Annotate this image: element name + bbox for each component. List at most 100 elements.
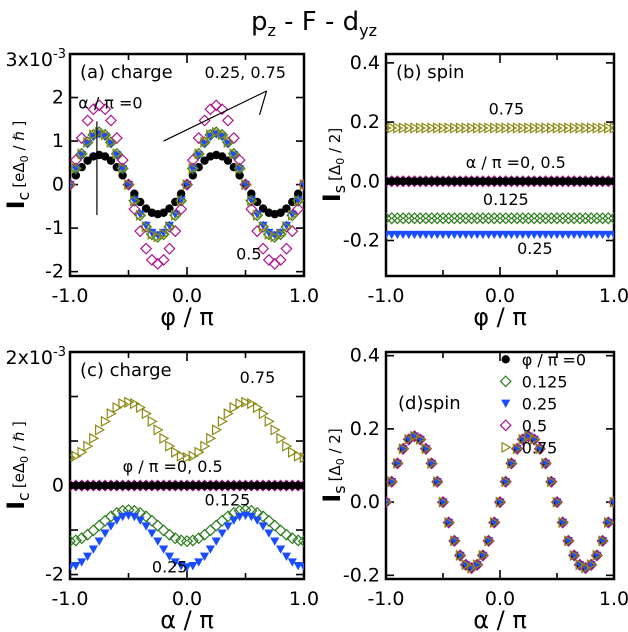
data-point (171, 481, 180, 490)
panel-label: (c) charge (80, 360, 172, 381)
data-point (586, 122, 598, 134)
y-tick-label: 0 (52, 475, 64, 497)
data-point (562, 212, 575, 225)
data-point (221, 510, 234, 523)
y-tick-label: 2 (52, 87, 64, 109)
data-point (159, 208, 168, 217)
data-point (241, 396, 252, 408)
panel-label: (d)spin (398, 393, 461, 414)
y-tick-label: 0 (52, 174, 64, 196)
data-point (164, 221, 175, 231)
series--0 (386, 177, 614, 186)
data-point (501, 122, 512, 134)
data-point (252, 401, 264, 414)
data-point (596, 212, 609, 225)
data-point (264, 228, 275, 240)
data-point (529, 433, 541, 446)
data-point (128, 203, 141, 216)
data-point (112, 151, 122, 160)
data-point (415, 122, 427, 134)
data-point (170, 210, 180, 219)
data-point (286, 225, 299, 238)
data-point (490, 516, 501, 529)
data-point (182, 178, 193, 191)
data-point (159, 432, 170, 445)
series-0-25 (70, 511, 304, 572)
x-axis-label: φ / π (160, 303, 214, 331)
data-point (282, 221, 293, 233)
data-point (145, 253, 158, 266)
data-point (270, 231, 281, 243)
data-point (130, 195, 141, 207)
x-tick-label: 0.0 (172, 588, 202, 610)
data-point (461, 122, 472, 134)
annotation-pointer (163, 90, 267, 142)
data-point (136, 481, 145, 490)
data-point (604, 122, 614, 134)
data-point (573, 212, 586, 225)
y-tick-label: -1 (45, 217, 64, 239)
legend-marker (499, 419, 512, 432)
data-point (83, 136, 94, 148)
annotation-label: 0.125 (205, 491, 251, 510)
data-point (609, 230, 614, 240)
data-point (246, 196, 256, 205)
data-point (141, 408, 152, 420)
data-point (253, 481, 262, 490)
data-point (100, 529, 110, 538)
data-point (297, 535, 304, 548)
data-point (141, 221, 151, 231)
data-point (455, 122, 466, 134)
y-axis-label: Is[Δ0 / 2] (318, 428, 349, 502)
data-point (83, 156, 92, 165)
data-point (455, 549, 466, 562)
data-point (205, 545, 215, 554)
data-point (106, 522, 116, 531)
data-point (490, 122, 501, 134)
data-point (70, 563, 75, 572)
data-point (410, 430, 421, 442)
data-point (585, 212, 598, 225)
series-0-125 (386, 212, 614, 225)
data-point (281, 221, 292, 231)
data-point (223, 140, 233, 149)
legend-marker (501, 355, 510, 364)
x-axis-label: α / π (473, 606, 527, 632)
data-point (268, 519, 281, 532)
data-point (106, 481, 116, 490)
data-point (512, 122, 523, 134)
y-tick-label: 0.2 (350, 418, 380, 440)
data-point (558, 122, 569, 134)
data-point (257, 510, 270, 523)
data-point (129, 512, 139, 522)
data-point (188, 171, 198, 180)
y-axis-label: Is[Δ0 / 2] (318, 128, 349, 202)
data-point (217, 529, 227, 538)
data-point (134, 225, 147, 238)
data-point (276, 208, 285, 217)
data-point (159, 481, 168, 490)
data-point (528, 212, 541, 225)
data-point (419, 212, 432, 225)
data-point (112, 401, 123, 414)
data-point (217, 152, 227, 161)
data-point (438, 122, 449, 134)
data-point (100, 152, 110, 161)
data-point (246, 512, 256, 522)
data-point (287, 558, 297, 567)
data-point (251, 225, 264, 238)
data-point (444, 122, 455, 134)
data-point (71, 481, 81, 490)
data-point (94, 424, 106, 436)
data-point (512, 443, 523, 455)
data-point (535, 443, 546, 455)
data-point (575, 122, 586, 134)
data-point (299, 178, 304, 191)
data-point (241, 178, 252, 191)
data-point (82, 140, 93, 149)
data-point (182, 481, 192, 490)
data-point (386, 212, 393, 225)
data-point (598, 535, 609, 547)
data-point (387, 122, 398, 134)
data-point (106, 140, 116, 149)
